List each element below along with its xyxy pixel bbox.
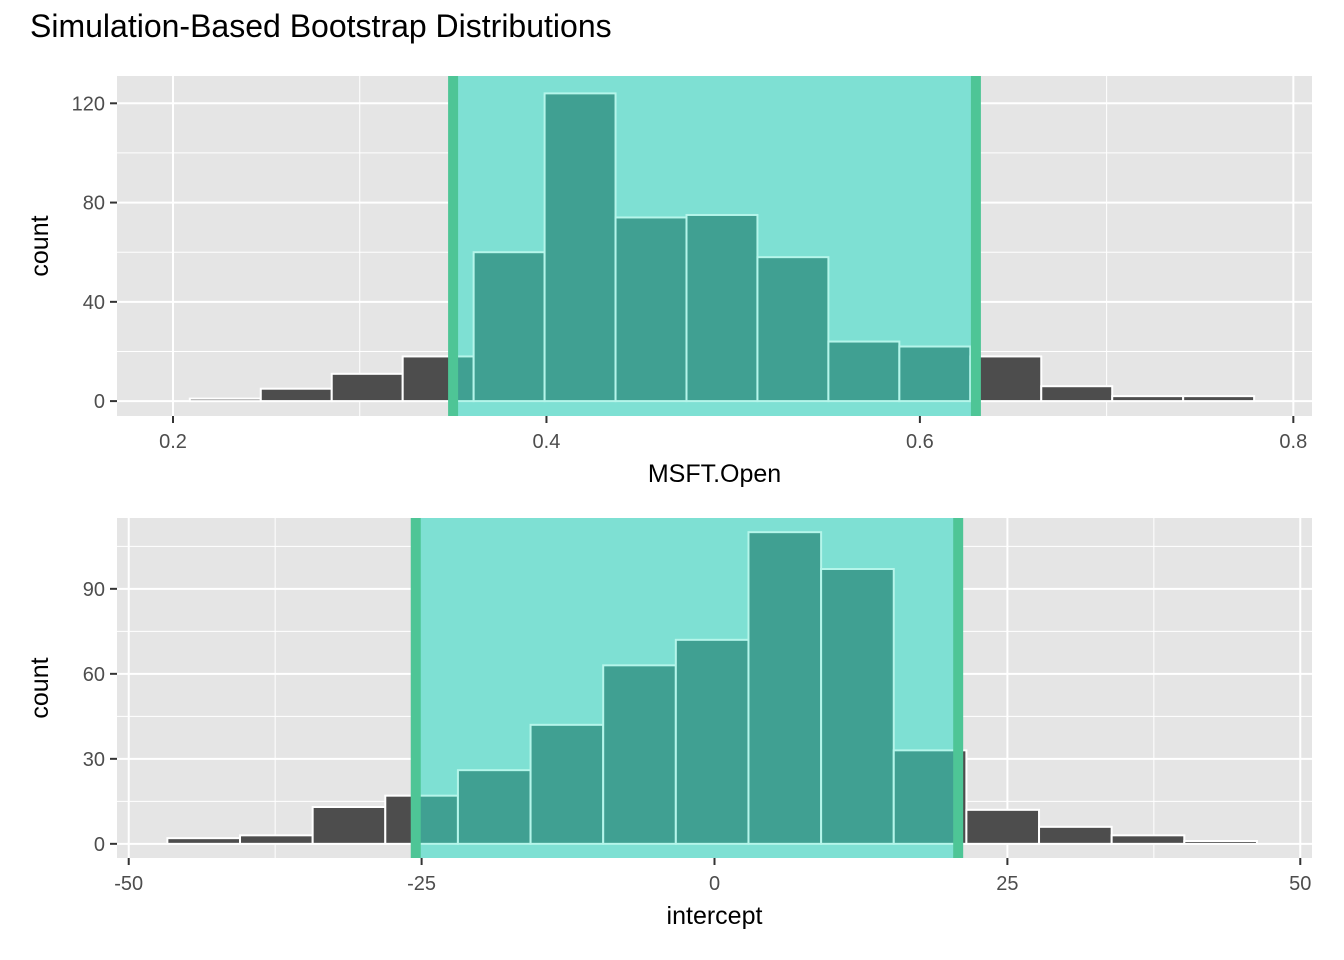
histogram-bar-in-ci bbox=[820, 568, 895, 845]
ci-shade-group bbox=[448, 76, 981, 416]
histogram-bar-in-ci bbox=[756, 256, 830, 403]
x-tick-label: 50 bbox=[1289, 873, 1311, 895]
histogram-bar bbox=[1111, 395, 1185, 403]
y-tick-label: 0 bbox=[94, 834, 105, 856]
chart-title: Simulation-Based Bootstrap Distributions bbox=[30, 8, 612, 44]
ci-shade-group bbox=[410, 518, 964, 858]
histogram-bar bbox=[166, 837, 242, 845]
histogram-bar bbox=[330, 372, 404, 403]
histogram-bar-in-ci bbox=[472, 251, 546, 403]
histogram-bar-in-ci bbox=[747, 531, 823, 845]
histogram-bar-in-ci bbox=[685, 213, 759, 403]
histogram-bar-in-ci bbox=[892, 749, 960, 845]
x-tick-label: 25 bbox=[996, 873, 1018, 895]
histogram-bar bbox=[1182, 395, 1256, 403]
histogram-bar-in-ci bbox=[898, 345, 972, 403]
y-tick-label: 60 bbox=[83, 664, 105, 686]
histogram-bar bbox=[1183, 840, 1258, 845]
histogram-bar-in-ci bbox=[602, 664, 677, 845]
y-tick-label: 90 bbox=[83, 579, 105, 601]
histogram-bar bbox=[965, 808, 1041, 845]
histogram-bar bbox=[1040, 385, 1114, 403]
histogram-bar bbox=[1110, 834, 1186, 845]
histogram-bar-in-ci bbox=[614, 216, 688, 403]
histogram-bar-in-ci bbox=[456, 769, 532, 845]
histogram-bar-in-ci bbox=[529, 723, 605, 845]
histogram-bar-in-ci bbox=[674, 638, 750, 845]
x-tick-label: 0.6 bbox=[906, 431, 934, 453]
x-axis-title: MSFT.Open bbox=[648, 460, 781, 488]
histogram-bar bbox=[259, 387, 333, 403]
histogram-bar bbox=[969, 355, 1043, 403]
y-tick-label: 80 bbox=[83, 193, 105, 215]
x-tick-label: 0.4 bbox=[533, 431, 561, 453]
y-tick-label: 120 bbox=[72, 93, 105, 115]
x-tick-label: -50 bbox=[114, 873, 143, 895]
x-tick-label: 0 bbox=[709, 873, 720, 895]
chart-panel-2: 0 30 60 90 -50 -25 0 25 50 intercept count bbox=[26, 518, 1312, 930]
y-tick-label: 30 bbox=[83, 749, 105, 771]
x-tick-label: -25 bbox=[407, 873, 436, 895]
x-axis-title: intercept bbox=[667, 902, 763, 930]
x-tick-label: 0.2 bbox=[159, 431, 187, 453]
y-tick-label: 40 bbox=[83, 292, 105, 314]
y-tick-label: 0 bbox=[94, 391, 105, 413]
y-axis-title: count bbox=[26, 657, 54, 718]
histogram-bar-in-ci bbox=[543, 92, 617, 403]
y-axis-title: count bbox=[26, 215, 54, 276]
histogram-bar-in-ci bbox=[827, 340, 901, 403]
chart-panel-1: 0 40 80 120 0.2 0.4 0.6 0.8 MSFT.Open count bbox=[26, 76, 1312, 488]
histogram-bar-in-ci bbox=[414, 794, 459, 845]
x-tick-label: 0.8 bbox=[1279, 431, 1307, 453]
histogram-bar bbox=[311, 806, 387, 845]
histogram-bar bbox=[188, 397, 262, 403]
histogram-bar bbox=[239, 834, 314, 845]
histogram-bar bbox=[1038, 825, 1113, 845]
